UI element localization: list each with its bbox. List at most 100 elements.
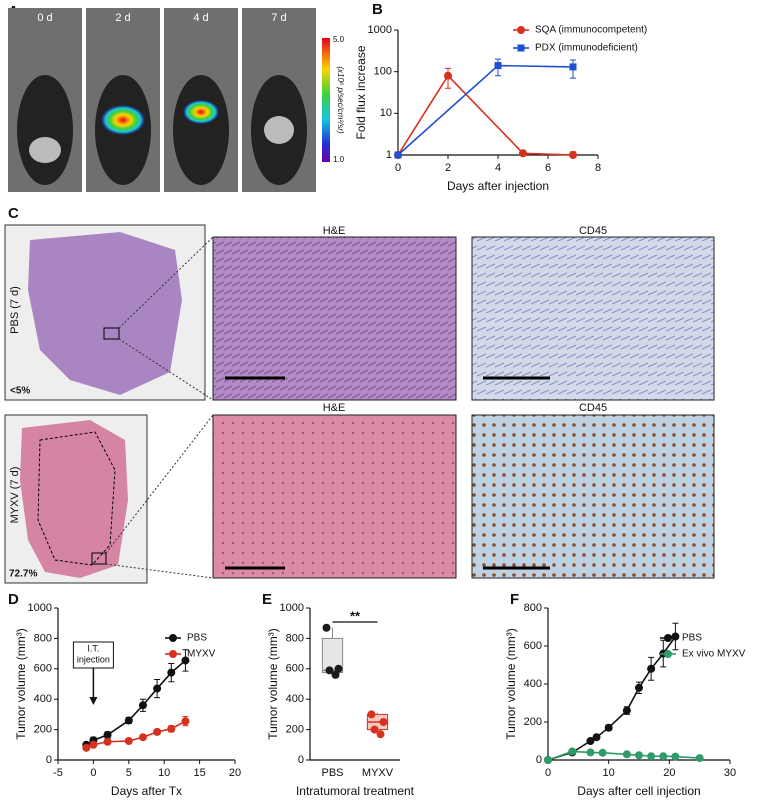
- data-point: [394, 151, 402, 159]
- annotation-arrowhead: [89, 697, 98, 705]
- annotation-box: [72, 641, 114, 669]
- data-point: [544, 756, 552, 764]
- inset-box: [103, 327, 120, 340]
- data-point: [671, 632, 680, 641]
- legend-label: SQA (immunocompetent): [535, 25, 647, 36]
- data-point: [622, 706, 631, 715]
- zoom-line: [118, 236, 214, 329]
- data-point: [586, 737, 595, 745]
- y-tick-label: 10: [380, 107, 392, 119]
- x-tick-label: 2: [445, 162, 451, 174]
- y-axis-label: Tumor volume (mm³): [504, 628, 518, 740]
- x-tick-label: 5: [126, 767, 132, 779]
- annotation: I.T. injection: [77, 644, 110, 665]
- x-axis-label: Days after cell injection: [577, 784, 700, 798]
- micrograph: [471, 236, 715, 401]
- data-point: [622, 750, 631, 759]
- data-point: [671, 752, 680, 761]
- data-point: [659, 752, 668, 761]
- y-tick-label: 100: [374, 66, 392, 78]
- data-point: [695, 754, 704, 763]
- legend-marker: [169, 650, 177, 658]
- legend-label: MYXV: [187, 649, 216, 660]
- y-tick-label: 400: [34, 693, 52, 705]
- data-point: [124, 716, 133, 725]
- inset-box: [91, 552, 107, 565]
- legend-label: Ex vivo MYXV: [682, 649, 746, 660]
- data-point: [153, 727, 162, 736]
- micrograph: [212, 414, 457, 579]
- data-point: [444, 71, 452, 80]
- zoom-line: [118, 338, 214, 401]
- x-tick-label: 8: [595, 162, 601, 174]
- x-tick-label: 20: [663, 767, 675, 779]
- group-label: MYXV (7 d): [9, 467, 21, 524]
- data-point: [82, 743, 91, 752]
- data-point: [89, 740, 98, 749]
- y-tick-label: 200: [286, 724, 304, 736]
- y-tick-label: 1000: [280, 602, 304, 614]
- data-point: [647, 752, 656, 761]
- y-tick-label: 0: [298, 754, 304, 766]
- data-point: [167, 668, 176, 677]
- signal: [183, 100, 219, 124]
- y-tick-label: 200: [524, 716, 542, 728]
- stain-title: H&E: [323, 225, 346, 237]
- x-tick-label: 15: [193, 767, 205, 779]
- timepoint: 4 d: [193, 12, 208, 24]
- y-tick-label: 800: [34, 632, 52, 644]
- data-point: [103, 737, 112, 746]
- x-tick-label: 10: [158, 767, 170, 779]
- x-tick-label: 4: [495, 162, 501, 174]
- data-point: [494, 62, 502, 70]
- panel-label: D: [8, 591, 19, 608]
- y-tick-label: 600: [286, 663, 304, 675]
- x-tick-label: MYXV: [362, 767, 394, 779]
- data-point: [334, 664, 343, 673]
- data-point: [370, 725, 379, 734]
- series-line: [397, 74, 574, 156]
- legend-marker: [169, 634, 177, 642]
- stain-title: CD45: [579, 402, 607, 414]
- legend-label: PDX (immunodeficient): [535, 43, 638, 54]
- data-point: [167, 724, 176, 733]
- panel-c: C H&E CD45 H&E CD45 PBS (7 d) <5% MYXV (…: [4, 205, 715, 584]
- x-axis-label: Days after injection: [447, 179, 549, 193]
- legend-marker: [664, 634, 672, 642]
- tumor: [29, 137, 61, 163]
- x-tick-label: 0: [395, 162, 401, 174]
- micrograph: [471, 414, 715, 579]
- y-tick-label: 600: [34, 663, 52, 675]
- data-point: [376, 730, 385, 739]
- y-tick-label: 400: [524, 678, 542, 690]
- data-point: [635, 683, 643, 692]
- panel-label: F: [510, 591, 519, 608]
- micrograph: [212, 236, 457, 401]
- y-tick-label: 1000: [28, 602, 52, 614]
- data-point: [635, 751, 643, 760]
- data-point: [181, 656, 190, 665]
- panel-label: B: [372, 1, 383, 18]
- y-tick-label: 200: [34, 724, 52, 736]
- data-point: [647, 664, 656, 673]
- data-point: [569, 151, 577, 159]
- x-tick-label: 0: [90, 767, 96, 779]
- data-point: [153, 684, 162, 693]
- x-tick-label: 10: [603, 767, 615, 779]
- data-point: [586, 748, 595, 757]
- slide-tissue: [20, 420, 128, 578]
- x-tick-label: 30: [724, 767, 736, 779]
- tumor: [264, 116, 294, 144]
- signal: [101, 105, 145, 135]
- data-point: [124, 737, 133, 745]
- data-point: [138, 733, 147, 742]
- y-tick-label: 1: [386, 149, 392, 161]
- stain-title: CD45: [579, 225, 607, 237]
- y-axis-label: Tumor volume (mm³): [14, 628, 28, 740]
- legend-marker: [517, 26, 525, 34]
- x-axis-label: Intratumoral treatment: [296, 784, 415, 798]
- colorbar-unit: (x10⁶ p/sec/cm²/sr): [336, 66, 345, 134]
- slide-tissue: [28, 232, 182, 395]
- zoom-line: [105, 563, 214, 579]
